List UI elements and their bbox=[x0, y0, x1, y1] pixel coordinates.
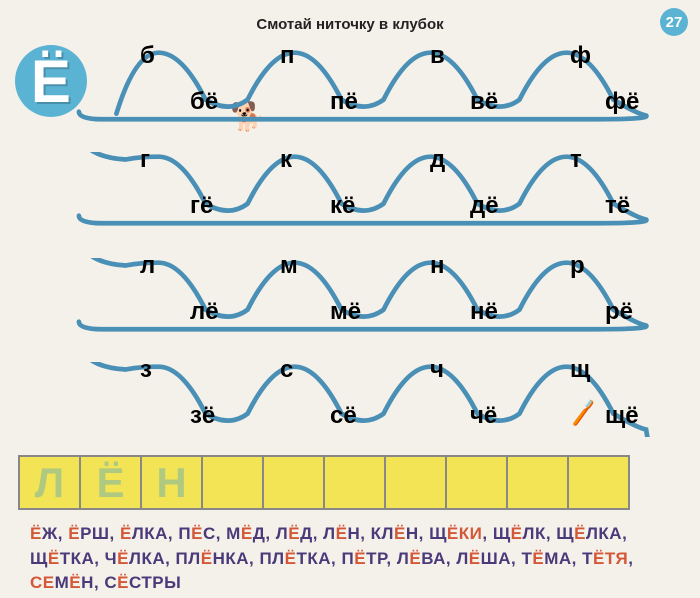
consonant-label: щ bbox=[570, 356, 590, 384]
letter-box bbox=[323, 455, 386, 510]
syllable-label: дё bbox=[470, 192, 499, 220]
syllable-label: бё bbox=[190, 88, 218, 116]
letter-box bbox=[506, 455, 569, 510]
letter-box bbox=[567, 455, 630, 510]
thread-row-1: бпвфбёпёвёфё bbox=[50, 48, 675, 123]
thread-row-4: зсчщзёсёчёщё bbox=[50, 362, 675, 437]
syllable-label: мё bbox=[330, 298, 361, 326]
consonant-label: п bbox=[280, 42, 295, 70]
thread-row-3: лмнрлёмёнёрё bbox=[50, 258, 675, 333]
syllable-label: пё bbox=[330, 88, 358, 116]
letter-box bbox=[262, 455, 325, 510]
consonant-label: в bbox=[430, 42, 445, 70]
syllable-label: сё bbox=[330, 402, 357, 430]
consonant-label: ч bbox=[430, 356, 444, 384]
consonant-label: р bbox=[570, 252, 585, 280]
words-block: ЁЖ, ЁРШ, ЁЛКА, ПЁС, МЁД, ЛЁД, ЛЁН, КЛЁН,… bbox=[30, 522, 670, 596]
syllable-label: щё bbox=[605, 402, 639, 430]
syllable-label: тё bbox=[605, 192, 630, 220]
syllable-label: фё bbox=[605, 88, 639, 116]
syllable-label: чё bbox=[470, 402, 497, 430]
letter-box bbox=[384, 455, 447, 510]
syllable-label: гё bbox=[190, 192, 213, 220]
consonant-label: с bbox=[280, 356, 293, 384]
consonant-label: н bbox=[430, 252, 445, 280]
syllable-label: нё bbox=[470, 298, 498, 326]
page-title: Смотай ниточку в клубок bbox=[256, 16, 443, 33]
page-number: 27 bbox=[660, 8, 688, 36]
syllable-label: лё bbox=[190, 298, 219, 326]
letter-box: Н bbox=[140, 455, 203, 510]
syllable-label: рё bbox=[605, 298, 633, 326]
consonant-label: б bbox=[140, 42, 155, 70]
consonant-label: л bbox=[140, 252, 155, 280]
letter-box: Л bbox=[18, 455, 81, 510]
syllable-label: вё bbox=[470, 88, 498, 116]
letter-box bbox=[445, 455, 508, 510]
syllable-label: зё bbox=[190, 402, 215, 430]
letter-box: Ё bbox=[79, 455, 142, 510]
letter-box bbox=[201, 455, 264, 510]
consonant-label: к bbox=[280, 146, 292, 174]
consonant-label: м bbox=[280, 252, 298, 280]
consonant-label: т bbox=[570, 146, 582, 174]
word-boxes: ЛЁН bbox=[18, 455, 628, 510]
consonant-label: г bbox=[140, 146, 150, 174]
consonant-label: ф bbox=[570, 42, 591, 70]
syllable-label: кё bbox=[330, 192, 355, 220]
consonant-label: з bbox=[140, 356, 152, 384]
thread-row-2: гкдтгёкёдётё bbox=[50, 152, 675, 227]
consonant-label: д bbox=[430, 146, 445, 174]
